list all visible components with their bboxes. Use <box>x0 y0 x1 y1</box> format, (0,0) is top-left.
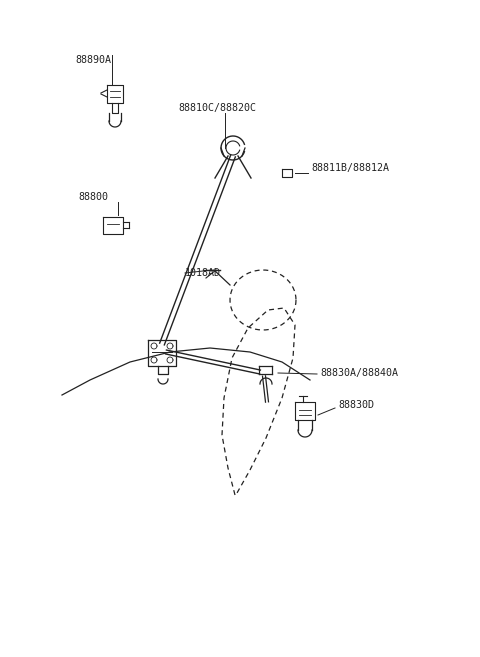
Text: 88810C/88820C: 88810C/88820C <box>178 103 256 113</box>
Text: 88830D: 88830D <box>338 400 374 410</box>
Text: 88830A/88840A: 88830A/88840A <box>320 368 398 378</box>
Text: 88811B/88812A: 88811B/88812A <box>311 163 389 173</box>
Text: 88890A: 88890A <box>75 55 111 65</box>
Text: 1018AD: 1018AD <box>185 268 221 278</box>
Text: 88800: 88800 <box>78 192 108 202</box>
